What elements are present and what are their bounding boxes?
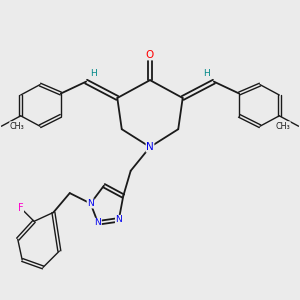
Text: N: N bbox=[94, 218, 101, 227]
Text: F: F bbox=[18, 203, 23, 213]
Text: CH₃: CH₃ bbox=[275, 122, 290, 131]
Text: H: H bbox=[90, 69, 97, 78]
Text: O: O bbox=[146, 50, 154, 60]
Text: CH₃: CH₃ bbox=[10, 122, 25, 131]
Text: N: N bbox=[146, 142, 154, 152]
Text: N: N bbox=[116, 215, 122, 224]
Text: H: H bbox=[203, 69, 210, 78]
Text: N: N bbox=[87, 199, 94, 208]
